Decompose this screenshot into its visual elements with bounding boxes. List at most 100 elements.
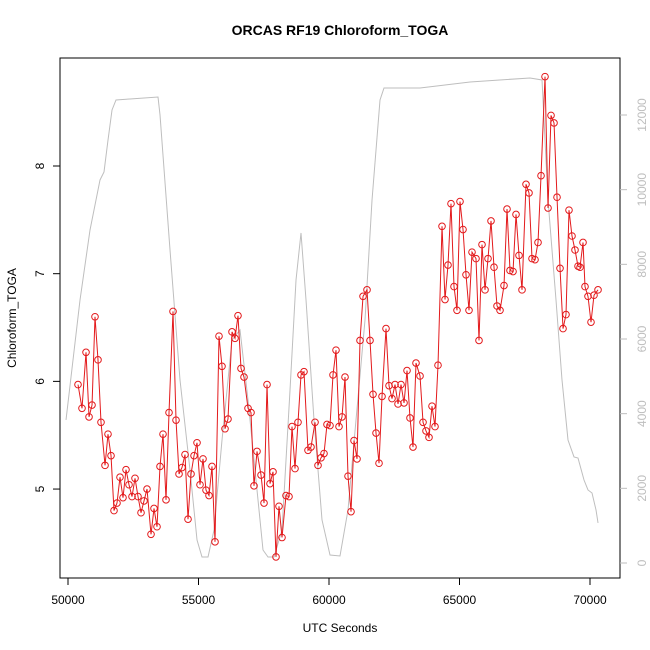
point [553, 193, 561, 202]
x-tick-label: 50000 [51, 593, 85, 607]
point [594, 286, 602, 294]
point [224, 415, 232, 423]
point [215, 332, 223, 340]
point [338, 413, 346, 421]
point [565, 206, 573, 214]
point [366, 336, 374, 345]
series-line [77, 76, 599, 557]
point [278, 533, 286, 542]
point [518, 286, 526, 294]
point [147, 530, 155, 539]
point [332, 346, 340, 354]
point [122, 465, 130, 474]
point [509, 267, 517, 276]
point [487, 217, 495, 225]
point [587, 318, 595, 326]
point [253, 447, 261, 456]
point [484, 254, 492, 263]
x-tick-label: 65000 [443, 593, 477, 607]
point [431, 422, 439, 431]
y2-tick-label: 12000 [635, 98, 649, 132]
point [272, 553, 280, 561]
point [178, 463, 186, 472]
point [335, 422, 343, 431]
point [347, 507, 355, 516]
point [237, 364, 245, 373]
point [400, 399, 408, 407]
point [500, 281, 508, 290]
point [240, 373, 248, 381]
point [496, 306, 504, 315]
y-tick-label: 7 [33, 270, 47, 277]
point [409, 443, 417, 451]
point [581, 282, 589, 291]
point [231, 334, 239, 343]
point [143, 485, 151, 493]
point [275, 502, 283, 511]
point [128, 492, 136, 501]
point [468, 248, 476, 256]
plot-frame [59, 57, 621, 579]
point [397, 380, 405, 389]
point [515, 251, 523, 260]
point [288, 422, 296, 431]
point [311, 418, 319, 427]
point [450, 282, 458, 291]
point [412, 359, 420, 367]
point [475, 336, 483, 345]
y2-tick-label: 8000 [635, 251, 649, 278]
point [503, 205, 511, 213]
y-tick-label: 6 [33, 378, 47, 385]
point [478, 240, 486, 249]
point [537, 171, 545, 180]
x-tick-label: 60000 [312, 593, 346, 607]
chart-title: ORCAS RF19 Chloroform_TOGA [232, 22, 449, 38]
point [419, 418, 427, 427]
point [205, 491, 213, 500]
x-tick-label: 55000 [182, 593, 216, 607]
point [101, 461, 109, 470]
point [314, 461, 322, 470]
point [74, 380, 82, 389]
point [356, 336, 364, 345]
point [406, 414, 414, 422]
point [291, 464, 299, 473]
point [250, 482, 258, 490]
point [541, 72, 549, 81]
y2-tick-label: 0 [635, 559, 649, 566]
point [181, 450, 189, 459]
point [391, 380, 399, 389]
point [234, 311, 242, 320]
point [434, 361, 442, 370]
point [359, 292, 367, 301]
point [165, 408, 173, 417]
point [512, 210, 520, 219]
point [125, 480, 133, 489]
point [465, 306, 473, 315]
y-tick-label: 8 [33, 162, 47, 169]
point [107, 451, 115, 460]
x-axis-label: UTC Seconds [303, 621, 378, 635]
point [416, 372, 424, 380]
point [353, 455, 361, 463]
point [190, 451, 198, 460]
point [159, 430, 167, 438]
point [522, 180, 530, 189]
point [269, 468, 277, 476]
point [187, 470, 195, 478]
point [228, 328, 236, 336]
point [481, 286, 489, 294]
point [472, 254, 480, 263]
point [531, 255, 539, 264]
point [140, 497, 148, 505]
point [294, 418, 302, 427]
y-axis-label: Chloroform_TOGA [5, 268, 19, 368]
y2-tick-label: 10000 [635, 173, 649, 207]
point [85, 413, 93, 421]
point [447, 199, 455, 208]
point [550, 119, 558, 127]
point [137, 508, 145, 517]
